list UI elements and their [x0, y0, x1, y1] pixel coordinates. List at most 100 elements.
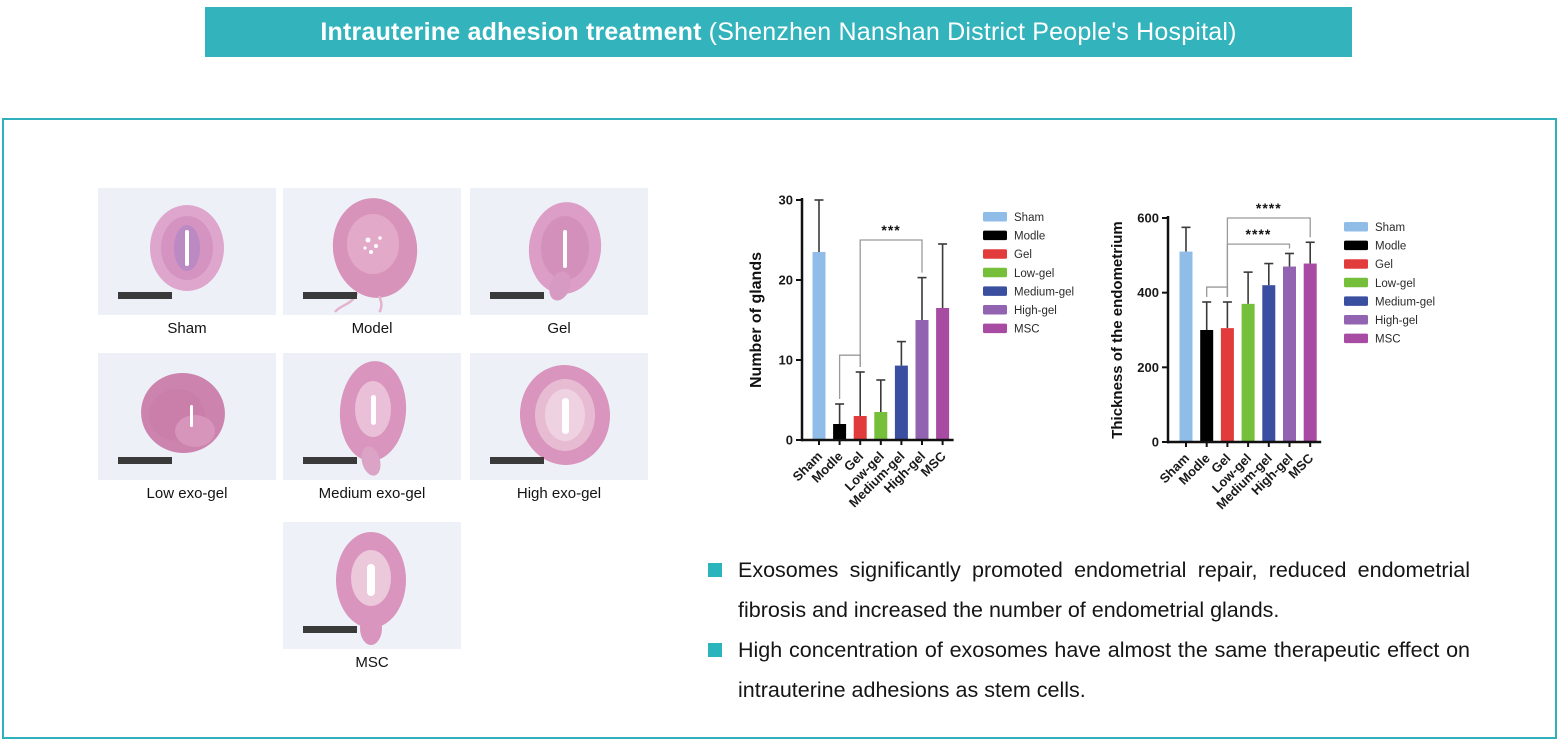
bar-msc	[1303, 263, 1317, 442]
uterine-cavity-slit	[367, 564, 375, 596]
bar-modle	[833, 424, 847, 440]
bar-msc	[936, 308, 950, 440]
finding-item: High concentration of exosomes have almo…	[708, 630, 1470, 710]
significance-bracket	[859, 239, 923, 367]
finding-text: High concentration of exosomes have almo…	[738, 638, 1470, 702]
y-tick-label: 600	[1137, 211, 1159, 226]
tissue-strand	[377, 295, 383, 313]
scale-bar	[118, 292, 172, 299]
scale-bar	[490, 292, 544, 299]
y-tick-label: 10	[779, 353, 793, 368]
legend-label: Low-gel	[1375, 278, 1415, 290]
legend-label: MSC	[1375, 334, 1401, 346]
gland-speck	[374, 244, 378, 248]
y-axis-label: Thickness of the endometrium	[1110, 221, 1126, 439]
significance-bracket	[1226, 217, 1311, 297]
legend-swatch	[983, 212, 1007, 222]
header-title-subtitle: (Shenzhen Nanshan District People's Hosp…	[708, 17, 1237, 46]
legend-swatch	[1344, 222, 1368, 232]
findings-list: Exosomes significantly promoted endometr…	[708, 550, 1470, 710]
legend-label: Sham	[1014, 212, 1044, 224]
histology-figure-medium-exo-gel: Medium exo-gel	[283, 353, 461, 502]
significance-bracket	[1226, 243, 1291, 297]
uterine-cavity-slit	[562, 398, 569, 434]
histology-image-model	[283, 188, 461, 315]
significance-stars: ****	[1256, 200, 1282, 216]
scale-bar	[303, 292, 357, 299]
bullet-square-icon	[708, 563, 722, 577]
legend-swatch	[1344, 277, 1368, 288]
uterine-cavity-slit	[563, 230, 567, 268]
legend-label: Medium-gel	[1014, 286, 1074, 298]
legend-swatch	[983, 286, 1007, 296]
legend-swatch	[983, 323, 1007, 334]
tissue-section	[549, 271, 571, 301]
finding-text: Exosomes significantly promoted endometr…	[738, 558, 1470, 622]
y-tick-label: 30	[779, 193, 793, 208]
legend-swatch	[983, 305, 1007, 315]
histology-image-gel	[470, 188, 648, 315]
legend-label: MSC	[1014, 324, 1040, 336]
y-tick-label: 20	[779, 273, 793, 288]
legend-label: Sham	[1375, 222, 1405, 234]
significance-bracket	[838, 354, 861, 399]
bar-medium-gel	[894, 365, 908, 440]
endometrium-thickness-chart: Sham Modle Gel Low-gel Medium-gel High-gel MSC…	[1110, 200, 1435, 512]
histology-image-medium-exo-gel	[283, 353, 461, 480]
histology-figure-high-exo-gel: High exo-gel	[470, 353, 648, 502]
x-tick-label: MSC	[918, 448, 949, 479]
gland-speck	[378, 236, 382, 240]
legend-swatch	[1344, 296, 1368, 306]
histology-figure-msc: MSC	[283, 522, 461, 671]
content-panel: Sham Model Gel Low exo-gel Medium exo-ge…	[2, 118, 1557, 739]
histology-label: Gel	[547, 320, 571, 337]
header-title-bold: Intrauterine adhesion treatment	[320, 17, 702, 46]
legend-swatch	[1344, 315, 1368, 325]
legend-swatch	[1344, 240, 1368, 251]
histology-figure-low-exo-gel: Low exo-gel	[98, 353, 276, 502]
tissue-section	[360, 611, 382, 645]
bar-gel	[1220, 328, 1234, 442]
histology-label: Medium exo-gel	[318, 485, 426, 502]
header-banner: Intrauterine adhesion treatment (Shenzhe…	[205, 7, 1352, 57]
scale-bar	[490, 457, 544, 464]
histology-figure-gel: Gel	[470, 188, 648, 337]
histology-figure-model: Model	[283, 188, 461, 337]
legend-swatch	[983, 249, 1007, 259]
legend-label: Medium-gel	[1375, 296, 1435, 308]
legend-label: Low-gel	[1014, 268, 1054, 280]
bullet-square-icon	[708, 643, 722, 657]
legend-swatch	[1344, 259, 1368, 269]
tissue-section	[175, 415, 215, 447]
significance-stars: ***	[881, 222, 900, 238]
legend-label: High-gel	[1014, 305, 1057, 317]
bar-low-gel	[1241, 303, 1255, 442]
y-axis-label: Number of glands	[748, 252, 765, 388]
histology-label: High exo-gel	[516, 485, 602, 502]
histology-label: Low exo-gel	[146, 485, 228, 502]
histology-image-sham	[98, 188, 276, 315]
histology-image-msc	[283, 522, 461, 649]
y-tick-label: 0	[786, 433, 793, 448]
histology-image-high-exo-gel	[470, 353, 648, 480]
bar-gel	[853, 416, 867, 440]
legend-label: Modle	[1375, 241, 1406, 253]
legend-label: Modle	[1014, 231, 1045, 243]
legend-label: Gel	[1014, 249, 1032, 261]
legend-label: High-gel	[1375, 315, 1418, 327]
histology-image-low-exo-gel	[98, 353, 276, 480]
legend-swatch	[1344, 333, 1368, 344]
bar-high-gel	[915, 320, 929, 440]
bar-medium-gel	[1262, 285, 1276, 442]
histology-label: MSC	[355, 654, 389, 671]
bar-sham	[1179, 251, 1193, 442]
gland-speck	[365, 237, 371, 243]
uterine-cavity-slit	[371, 395, 376, 425]
histology-label: Sham	[167, 320, 207, 337]
legend-swatch	[983, 267, 1007, 278]
bar-high-gel	[1283, 266, 1296, 442]
uterine-cavity-slit	[185, 230, 189, 266]
scale-bar	[303, 457, 357, 464]
uterine-cavity-slit	[190, 405, 193, 427]
